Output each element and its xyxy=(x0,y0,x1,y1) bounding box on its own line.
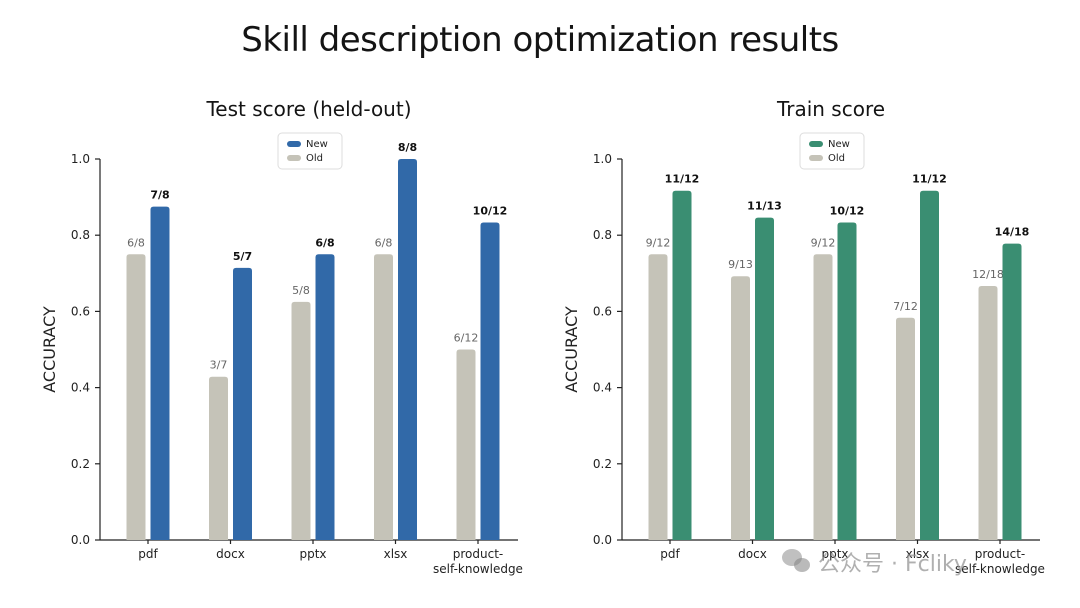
x-tick-label: pptx xyxy=(821,547,848,561)
y-tick-label: 0.8 xyxy=(71,228,90,242)
bar-new-pptx xyxy=(837,222,857,540)
x-tick-label: docx xyxy=(738,547,767,561)
data-label-new: 6/8 xyxy=(315,236,334,249)
data-label-new: 14/18 xyxy=(995,226,1030,239)
bar-new-docx xyxy=(755,217,774,541)
data-label-old: 9/12 xyxy=(811,236,836,249)
y-tick-label: 0.0 xyxy=(593,533,612,547)
x-tick-label: self-knowledge xyxy=(433,562,523,576)
bar-old-xlsx xyxy=(374,254,393,540)
y-tick-label: 0.6 xyxy=(71,304,90,318)
y-tick-label: 0.4 xyxy=(71,381,90,395)
legend-swatch-new xyxy=(809,141,823,147)
bar-new-xlsx xyxy=(398,159,417,540)
legend-swatch-new xyxy=(287,141,301,147)
data-label-new: 8/8 xyxy=(398,141,417,154)
data-label-old: 9/13 xyxy=(728,258,753,271)
bar-old-xlsx xyxy=(896,317,915,540)
bar-old-pptx xyxy=(291,301,311,540)
y-axis-label: ACCURACY xyxy=(562,306,581,393)
bar-old-pptx xyxy=(813,254,833,540)
x-tick-label: docx xyxy=(216,547,245,561)
legend-swatch-old xyxy=(809,155,823,161)
y-tick-label: 0.0 xyxy=(71,533,90,547)
bar-new-pptx xyxy=(315,254,335,540)
x-tick-label: xlsx xyxy=(384,547,408,561)
chart-title: Train score xyxy=(776,97,885,121)
y-tick-label: 0.6 xyxy=(593,304,612,318)
page-title: Skill description optimization results xyxy=(241,20,839,60)
data-label-old: 3/7 xyxy=(210,359,228,372)
legend-swatch-old xyxy=(287,155,301,161)
data-label-new: 7/8 xyxy=(150,189,169,202)
data-label-new: 10/12 xyxy=(473,205,508,218)
data-label-old: 6/12 xyxy=(454,332,479,345)
y-tick-label: 0.4 xyxy=(593,381,612,395)
x-tick-label: pptx xyxy=(299,547,326,561)
bar-new-product-self-knowledge xyxy=(1002,243,1022,540)
x-tick-label: pdf xyxy=(138,547,158,561)
bar-old-product-self-knowledge xyxy=(978,285,998,540)
watermark-text: 公众号 · Fcliky xyxy=(818,552,967,577)
y-tick-label: 0.2 xyxy=(71,457,90,471)
bar-old-docx xyxy=(209,376,228,540)
data-label-old: 6/8 xyxy=(375,236,393,249)
y-tick-label: 1.0 xyxy=(71,152,90,166)
chart-title: Test score (held-out) xyxy=(205,97,411,121)
y-tick-label: 0.8 xyxy=(593,228,612,242)
data-label-new: 5/7 xyxy=(233,250,252,263)
watermark: 公众号 · Fcliky xyxy=(782,546,967,578)
data-label-old: 5/8 xyxy=(292,284,310,297)
legend-label-old: Old xyxy=(306,153,323,164)
data-label-old: 6/8 xyxy=(127,236,145,249)
data-label-new: 11/13 xyxy=(747,200,782,213)
data-label-new: 11/12 xyxy=(912,173,947,186)
x-tick-label: xlsx xyxy=(906,547,930,561)
bar-old-product-self-knowledge xyxy=(456,349,476,540)
x-tick-label: product- xyxy=(975,547,1025,561)
y-axis-label: ACCURACY xyxy=(40,306,59,393)
bar-old-pdf xyxy=(126,254,146,540)
x-tick-label: product- xyxy=(453,547,503,561)
legend-label-new: New xyxy=(306,139,328,150)
bar-new-docx xyxy=(233,267,252,540)
bar-new-pdf xyxy=(150,206,170,540)
wechat-logo-icon xyxy=(782,549,812,575)
bar-old-docx xyxy=(731,276,750,540)
legend-label-new: New xyxy=(828,139,850,150)
bar-new-xlsx xyxy=(920,190,939,540)
legend-label-old: Old xyxy=(828,153,845,164)
bar-new-product-self-knowledge xyxy=(480,222,500,540)
y-tick-label: 0.2 xyxy=(593,457,612,471)
data-label-old: 12/18 xyxy=(972,268,1004,281)
data-label-new: 11/12 xyxy=(665,173,700,186)
bar-new-pdf xyxy=(672,190,692,540)
data-label-old: 9/12 xyxy=(646,236,671,249)
x-tick-label: self-knowledge xyxy=(955,562,1045,576)
data-label-new: 10/12 xyxy=(830,205,865,218)
y-tick-label: 1.0 xyxy=(593,152,612,166)
data-label-old: 7/12 xyxy=(893,300,918,313)
bar-old-pdf xyxy=(648,254,668,540)
x-tick-label: pdf xyxy=(660,547,680,561)
